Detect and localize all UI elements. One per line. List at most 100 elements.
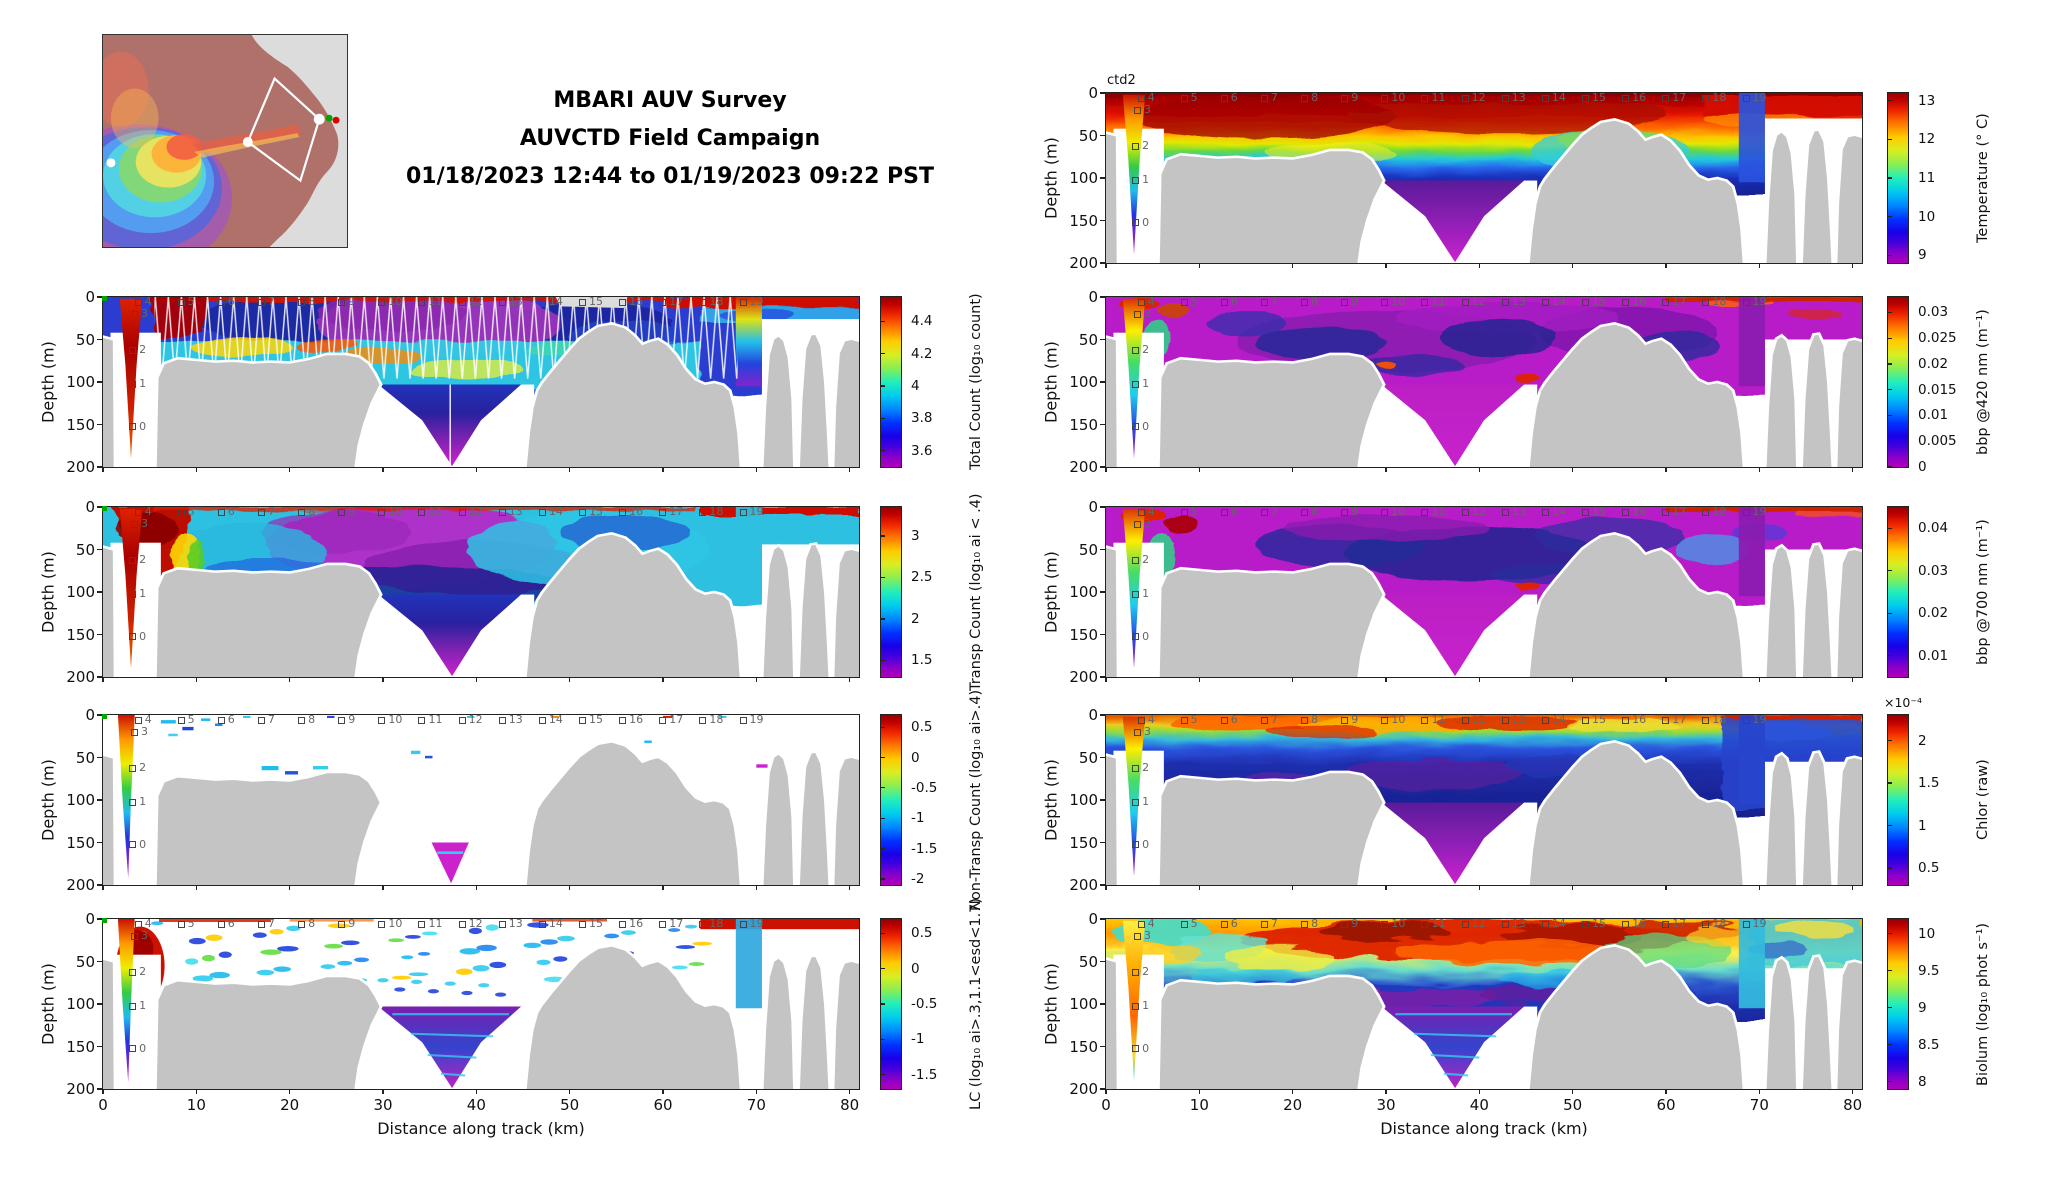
y-tick-mark — [97, 423, 102, 426]
colorbar-tick-label: 2 — [1918, 732, 1927, 749]
y-tick-label: 100 — [1069, 583, 1098, 601]
x-tick-mark — [848, 467, 851, 472]
colorbar-tick-mark — [881, 385, 885, 387]
colorbar-tick-mark — [1888, 466, 1892, 468]
colorbar-tick-mark — [1888, 254, 1892, 256]
y-tick-label: 150 — [1069, 415, 1098, 434]
y-tick-mark — [1100, 633, 1105, 636]
survey-track-polygon — [246, 76, 321, 183]
seafloor-mask — [103, 740, 859, 885]
seafloor-mask — [103, 532, 859, 677]
x-tick-mark — [662, 1089, 664, 1094]
colorbar-tick-label: 0.03 — [1918, 304, 1949, 321]
colorbar-tick-label: -2 — [911, 870, 925, 887]
x-tick-mark — [288, 467, 291, 472]
x-tick-label: 30 — [373, 1096, 393, 1114]
x-tick-mark — [755, 885, 758, 890]
colorbar-tick-label: 0 — [911, 749, 920, 766]
colorbar-tick-mark — [1888, 1007, 1892, 1009]
colorbar-tick-label: -0.5 — [911, 996, 938, 1012]
colorbar-tick-mark — [1888, 933, 1892, 935]
x-tick-label: 20 — [280, 1096, 300, 1114]
x-tick-mark — [288, 677, 291, 682]
y-tick-mark — [97, 676, 102, 678]
y-tick-mark — [97, 714, 102, 716]
chlor-heatmap — [1106, 715, 1862, 885]
x-tick-mark — [1198, 677, 1201, 682]
x-tick-mark — [755, 1089, 758, 1094]
y-tick-mark — [97, 296, 102, 298]
x-tick-label: 40 — [1469, 1096, 1489, 1114]
y-tick-mark — [97, 918, 102, 920]
seafloor-mask — [103, 322, 859, 467]
x-tick-mark — [1105, 467, 1107, 472]
x-tick-mark — [1665, 263, 1667, 268]
y-tick-label: 0 — [85, 498, 95, 516]
panel-transp-count: 0 1 2 3 4 5 6 7 8 9 10 11 12 13 14 15 16 17 18 19 Depth (m) 0… — [39, 498, 860, 686]
y-tick-label: 100 — [66, 995, 95, 1013]
y-tick-label: 0 — [1088, 706, 1098, 724]
x-tick-mark — [475, 1089, 478, 1094]
y-tick-mark — [97, 1088, 102, 1090]
colorbar-tick-label: 0.01 — [1918, 407, 1949, 424]
x-tick-mark — [1851, 885, 1854, 890]
x-tick-mark — [1478, 467, 1481, 472]
x-axis-label: Distance along track (km) — [1380, 1119, 1588, 1138]
colorbar-tick-mark — [1888, 824, 1892, 827]
colorbar-tick-mark — [1888, 138, 1892, 140]
x-tick-mark — [1851, 677, 1854, 682]
colorbar-tick-mark — [1888, 100, 1892, 102]
x-tick-mark — [1758, 263, 1761, 268]
colorbar-tick-mark — [1888, 527, 1892, 529]
y-tick-mark — [1100, 799, 1105, 801]
colorbar-tick-label: 1.5 — [911, 652, 933, 669]
x-tick-mark — [195, 677, 198, 682]
y-tick-mark — [97, 1003, 102, 1005]
bbp420-colorbar: 0 0.005 0.01 0.015 0.02 0.025 0.03 bbp @420 nm … — [1887, 296, 1991, 475]
x-tick-mark — [382, 677, 384, 682]
y-tick-mark — [97, 960, 102, 963]
y-tick-mark — [1100, 884, 1105, 886]
colorbar-tick-label: 0.015 — [1918, 381, 1957, 398]
colorbar-tick-mark — [881, 1038, 885, 1040]
panel-lc: 0 1 2 3 4 5 6 7 8 9 10 11 12 13 14 15 16 17 18 19 Depth (m) 0… — [39, 910, 860, 1138]
colorbar-tick-mark — [881, 353, 885, 355]
colorbar-tick-label: 9 — [1918, 247, 1927, 264]
panel-temperature: 0 1 2 3 4 5 6 7 8 9 10 11 12 13 14 15 16 17 18 19 Depth (m) 0… — [1042, 84, 1863, 272]
lc-heatmap — [103, 919, 859, 1089]
y-tick-mark — [1100, 591, 1105, 593]
x-tick-mark — [1385, 885, 1387, 890]
y-tick-mark — [1100, 1088, 1105, 1090]
x-tick-label: 60 — [653, 1096, 673, 1114]
bbp420-colorbar-label: bbp @420 nm (m⁻¹) — [1975, 309, 1991, 455]
x-tick-label: 0 — [98, 1096, 108, 1114]
colorbar-tick-label: 0 — [911, 960, 920, 977]
colorbar-tick-label: 0.5 — [1918, 860, 1940, 876]
x-tick-mark — [1571, 885, 1574, 890]
colorbar-tick-label: -1 — [911, 1031, 925, 1048]
x-tick-mark — [1665, 677, 1667, 682]
colorbar-tick-label: 0.02 — [1918, 355, 1949, 372]
panel-bbp420: 0 1 2 3 4 5 6 7 8 9 10 11 12 13 14 15 16 17 18 19 Depth (m) 0… — [1042, 288, 1863, 476]
non-transp-count-colorbar: -2 -1.5 -1 -0.5 0 0.5 Non-Transp Count (log₁₀ … — [880, 689, 984, 911]
colorbar-tick-label: 3 — [911, 528, 920, 545]
non-transp-count-heatmap — [103, 715, 859, 885]
y-tick-label: 0 — [85, 910, 95, 928]
temperature-colorbar: 9 10 11 12 13 Temperature (° C) — [1887, 92, 1991, 264]
colorbar-tick-label: 9 — [1918, 999, 1927, 1016]
seafloor-mask — [1106, 118, 1862, 263]
x-tick-mark — [382, 1089, 384, 1094]
y-tick-label: 100 — [66, 373, 95, 391]
colorbar-tick-label: 0.01 — [1918, 647, 1949, 664]
y-tick-label: 50 — [75, 952, 95, 971]
y-tick-mark — [1100, 506, 1105, 508]
colorbar-tick-mark — [1888, 1044, 1892, 1046]
x-tick-mark — [1198, 1089, 1201, 1094]
start-marker-green — [325, 114, 333, 122]
colorbar-tick-mark — [1888, 414, 1892, 417]
y-tick-label: 50 — [1078, 126, 1098, 145]
x-tick-mark — [1291, 467, 1294, 472]
x-tick-mark — [1105, 677, 1107, 682]
colorbar-tick-mark — [881, 787, 885, 789]
colorbar-tick-label: -1.5 — [911, 840, 938, 857]
